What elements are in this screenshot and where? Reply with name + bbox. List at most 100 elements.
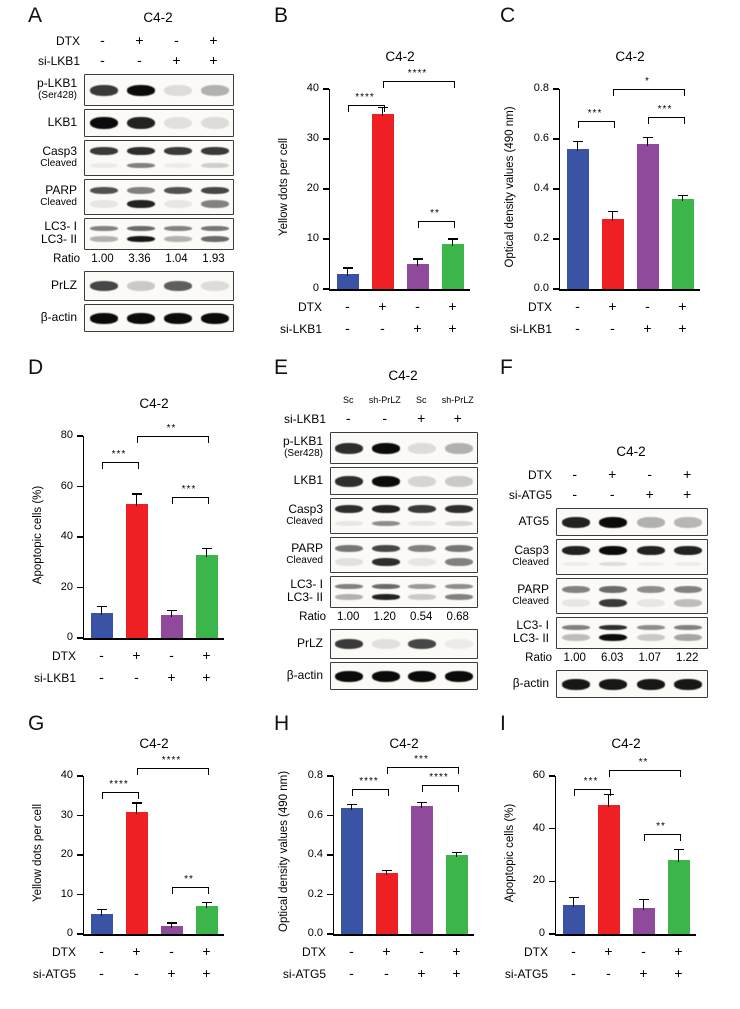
blot-band <box>636 516 665 528</box>
blot-band <box>335 639 364 649</box>
condition-value: + <box>448 320 457 336</box>
condition-label: si-LKB1 <box>37 54 80 68</box>
panel-title: C4-2 <box>139 736 169 751</box>
condition-label: DTX <box>52 945 76 959</box>
error-bar-cap <box>642 137 653 139</box>
y-tick-label: 20 <box>60 848 73 860</box>
blot-band <box>371 442 400 454</box>
blot-band <box>599 625 628 631</box>
bar <box>371 114 394 289</box>
y-tick <box>553 238 559 240</box>
panel-G: G C4-2 Yellow dots per cell 0 10 20 30 40 **** *… <box>22 712 260 1007</box>
condition-value: - <box>100 32 105 48</box>
condition-value: - <box>99 647 104 663</box>
y-tick-label: 20 <box>306 182 319 194</box>
blot-sublabel: Cleaved <box>512 596 549 607</box>
error-bar-cap <box>96 605 107 608</box>
significance-label: **** <box>407 68 428 79</box>
blot-strip <box>84 140 234 176</box>
condition-label: DTX <box>56 34 80 48</box>
y-tick-label: 0.4 <box>307 848 323 860</box>
condition-value: - <box>575 320 580 336</box>
condition-value: - <box>380 320 385 336</box>
y-tick-label: 20 <box>532 874 545 887</box>
blot-row-label: PARP Cleaved <box>22 179 80 213</box>
condition-value: + <box>202 669 211 685</box>
condition-value: + <box>639 965 648 981</box>
blot-band <box>674 562 703 567</box>
blot-row-label: PrLZ <box>268 629 326 657</box>
y-tick-label: 20 <box>60 580 73 593</box>
blot-band <box>599 545 628 555</box>
condition-value: - <box>345 320 350 336</box>
panel-letter-A: A <box>28 4 43 27</box>
significance-bracket <box>417 221 455 228</box>
error-bar-line <box>642 899 645 910</box>
condition-value: + <box>683 486 692 502</box>
condition-label: si-ATG5 <box>282 967 326 981</box>
blot-strip <box>84 304 234 332</box>
bar <box>667 860 690 934</box>
bar <box>340 807 363 934</box>
error-bar-cap <box>451 852 462 854</box>
condition-value: + <box>678 320 687 336</box>
blot-band <box>444 475 473 487</box>
ratio-value: 1.00 <box>337 611 360 623</box>
significance-label: * <box>645 76 650 87</box>
blot-band <box>408 475 437 487</box>
error-bar-line <box>381 107 384 116</box>
bar <box>597 804 620 934</box>
y-tick <box>327 854 333 856</box>
panel-E-content: C4-2 Sc sh-PrLZ Sc sh-PrLZ si-LKB1 - - + + p-LKB1(… <box>268 356 490 708</box>
y-tick <box>77 933 83 935</box>
significance-bracket <box>643 834 681 842</box>
blot-band <box>89 226 118 232</box>
condition-value: + <box>448 298 457 314</box>
blot-strip <box>84 109 234 137</box>
blot-strip <box>84 74 234 106</box>
significance-bracket <box>608 769 681 777</box>
blot-sublabel: Cleaved <box>286 555 323 566</box>
significance-label: ** <box>166 423 177 434</box>
blot-strip <box>84 179 234 215</box>
y-tick <box>327 775 333 777</box>
blot-strip <box>556 578 708 614</box>
y-tick-label: 0 <box>66 631 73 643</box>
bar <box>445 855 468 934</box>
blot-band <box>408 593 437 600</box>
bar <box>410 805 433 934</box>
y-tick <box>323 138 329 140</box>
panel-A-content: C4-2 DTX - + - + si-LKB1 - - + + p-LKB1 (Ser428) LKB1… <box>22 4 260 352</box>
condition-value: - <box>606 965 611 981</box>
y-tick-label: 0 <box>538 927 545 939</box>
panel-letter-E: E <box>274 356 289 379</box>
panel-A: A C4-2 DTX - + - + si-LKB1 - - + + p-LKB1 (Ser428) LK… <box>22 4 260 352</box>
blot-band <box>126 199 155 208</box>
condition-label: DTX <box>302 945 326 959</box>
blot-strip <box>330 432 478 464</box>
blot-band <box>674 625 703 631</box>
blot-row-label: PARP Cleaved <box>494 578 552 612</box>
bar <box>636 144 659 289</box>
condition-value: - <box>134 965 139 981</box>
panel-title: C4-2 <box>385 49 415 64</box>
condition-value: - <box>174 32 179 48</box>
ratio-label: Ratio <box>53 253 80 265</box>
bar <box>125 504 148 638</box>
error-bar-cap <box>131 802 142 804</box>
blot-label: LKB1 <box>293 472 323 487</box>
bar <box>441 244 464 289</box>
x-axis <box>554 934 696 936</box>
blot-band <box>126 117 155 129</box>
condition-label: si-LKB1 <box>283 412 326 426</box>
error-bar-cap <box>412 258 423 260</box>
error-bar-line <box>100 606 103 615</box>
ratio-value: 1.00 <box>91 253 114 265</box>
bar <box>90 914 113 934</box>
blot-sublabel: LC3- II <box>40 232 77 246</box>
bar <box>195 554 218 638</box>
blot-band <box>636 634 665 641</box>
blot-band <box>89 235 118 242</box>
condition-value: - <box>572 486 578 502</box>
y-tick <box>77 536 83 538</box>
